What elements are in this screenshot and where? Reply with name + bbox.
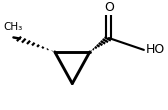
Text: HO: HO bbox=[145, 43, 165, 56]
Text: CH₃: CH₃ bbox=[4, 22, 23, 32]
Text: O: O bbox=[104, 1, 114, 14]
